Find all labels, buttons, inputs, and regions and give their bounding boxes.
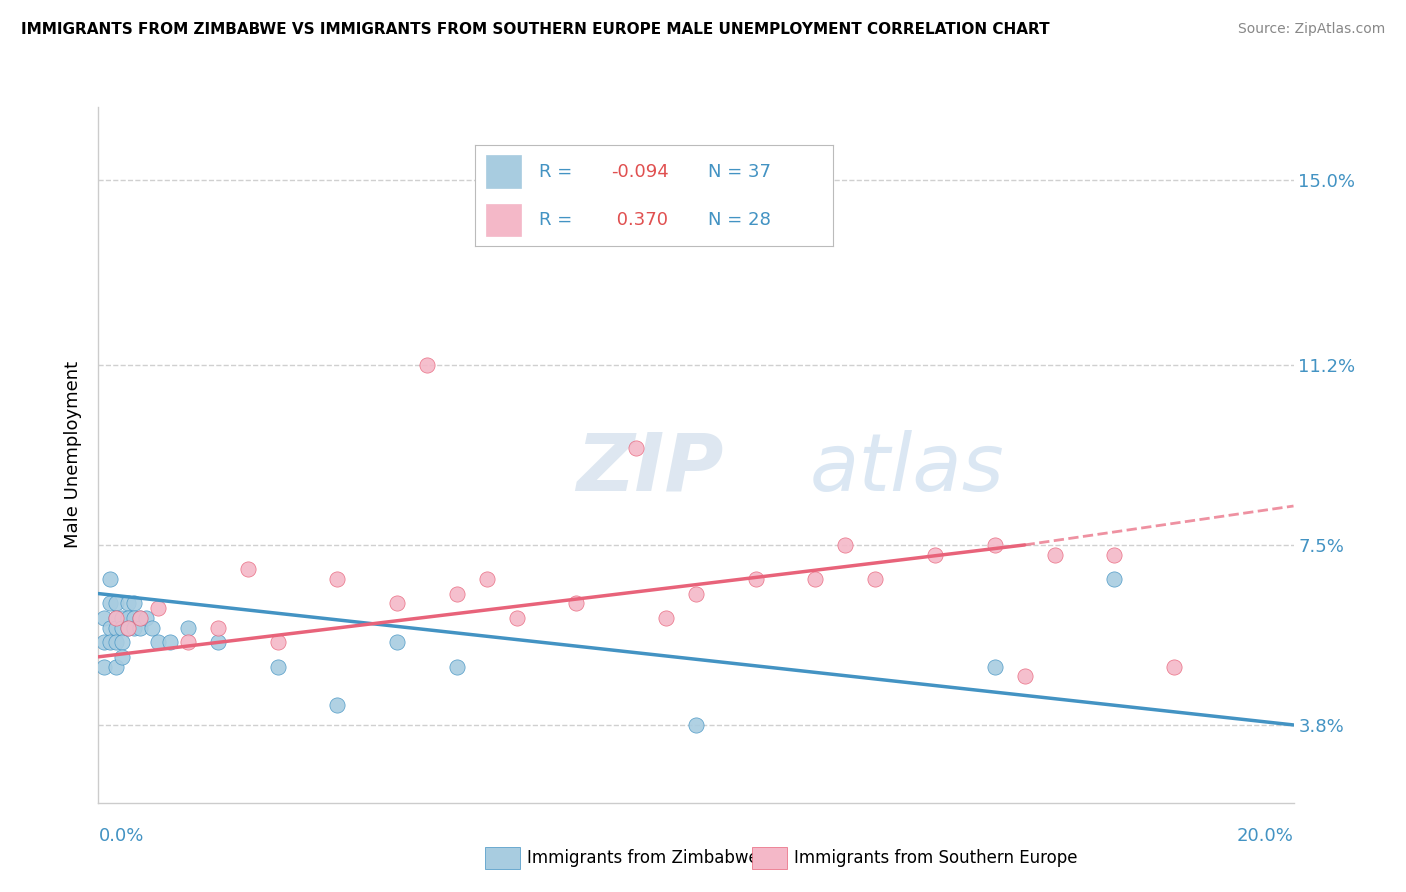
Text: N = 37: N = 37 bbox=[709, 162, 770, 180]
Point bbox=[1163, 659, 1185, 673]
Point bbox=[745, 572, 768, 586]
Text: ZIP: ZIP bbox=[576, 430, 724, 508]
Point bbox=[105, 621, 128, 635]
Point bbox=[446, 659, 468, 673]
Point bbox=[685, 718, 707, 732]
Point bbox=[111, 649, 134, 664]
Point bbox=[1104, 572, 1126, 586]
Point bbox=[804, 572, 827, 586]
Point bbox=[111, 635, 134, 649]
Point bbox=[105, 611, 128, 625]
Point bbox=[506, 611, 529, 625]
Text: 20.0%: 20.0% bbox=[1237, 827, 1294, 845]
Point bbox=[124, 621, 146, 635]
Bar bbox=[485, 155, 522, 187]
Text: Immigrants from Zimbabwe: Immigrants from Zimbabwe bbox=[527, 849, 759, 867]
Point bbox=[475, 572, 498, 586]
Bar bbox=[485, 203, 522, 236]
Point bbox=[105, 611, 128, 625]
Point bbox=[236, 562, 259, 576]
Point bbox=[117, 621, 139, 635]
Text: R =: R = bbox=[540, 162, 572, 180]
Point bbox=[385, 635, 409, 649]
Text: N = 28: N = 28 bbox=[709, 211, 770, 229]
Text: R =: R = bbox=[540, 211, 572, 229]
Point bbox=[834, 538, 856, 552]
Point bbox=[93, 635, 115, 649]
Point bbox=[117, 611, 139, 625]
Point bbox=[148, 601, 170, 615]
Point bbox=[148, 635, 170, 649]
Point bbox=[124, 596, 146, 610]
Point bbox=[93, 659, 115, 673]
Point bbox=[129, 621, 152, 635]
Point bbox=[124, 611, 146, 625]
Point bbox=[984, 659, 1007, 673]
Text: IMMIGRANTS FROM ZIMBABWE VS IMMIGRANTS FROM SOUTHERN EUROPE MALE UNEMPLOYMENT CO: IMMIGRANTS FROM ZIMBABWE VS IMMIGRANTS F… bbox=[21, 22, 1050, 37]
Point bbox=[111, 621, 134, 635]
Point bbox=[207, 635, 229, 649]
Point bbox=[626, 441, 648, 455]
Point bbox=[177, 635, 200, 649]
Text: atlas: atlas bbox=[810, 430, 1004, 508]
Point bbox=[267, 659, 290, 673]
Point bbox=[177, 621, 200, 635]
Point bbox=[93, 611, 115, 625]
Point bbox=[385, 596, 409, 610]
Point bbox=[1043, 548, 1066, 562]
Point bbox=[685, 586, 707, 600]
Text: 0.370: 0.370 bbox=[612, 211, 668, 229]
Point bbox=[326, 698, 349, 713]
Point bbox=[111, 611, 134, 625]
Point bbox=[1014, 669, 1036, 683]
Point bbox=[129, 611, 152, 625]
Point bbox=[1104, 548, 1126, 562]
Point bbox=[100, 596, 122, 610]
Point bbox=[267, 635, 290, 649]
Point bbox=[141, 621, 163, 635]
Point bbox=[105, 659, 128, 673]
Point bbox=[655, 611, 678, 625]
Point bbox=[865, 572, 887, 586]
Point bbox=[984, 538, 1007, 552]
Point bbox=[100, 635, 122, 649]
Point bbox=[416, 358, 439, 372]
Point bbox=[105, 635, 128, 649]
Y-axis label: Male Unemployment: Male Unemployment bbox=[65, 361, 83, 549]
Point bbox=[100, 572, 122, 586]
Point bbox=[117, 621, 139, 635]
Point bbox=[129, 611, 152, 625]
Point bbox=[565, 596, 588, 610]
Point bbox=[135, 611, 157, 625]
Point bbox=[326, 572, 349, 586]
Text: Immigrants from Southern Europe: Immigrants from Southern Europe bbox=[794, 849, 1078, 867]
Point bbox=[924, 548, 946, 562]
Point bbox=[159, 635, 181, 649]
Point bbox=[207, 621, 229, 635]
Text: Source: ZipAtlas.com: Source: ZipAtlas.com bbox=[1237, 22, 1385, 37]
Point bbox=[100, 621, 122, 635]
Point bbox=[105, 596, 128, 610]
Text: 0.0%: 0.0% bbox=[98, 827, 143, 845]
Text: -0.094: -0.094 bbox=[612, 162, 669, 180]
Point bbox=[117, 596, 139, 610]
Point bbox=[446, 586, 468, 600]
